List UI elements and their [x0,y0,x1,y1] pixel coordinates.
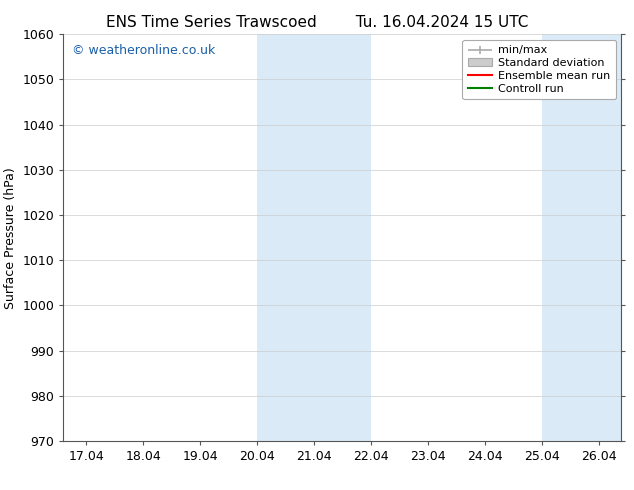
Legend: min/max, Standard deviation, Ensemble mean run, Controll run: min/max, Standard deviation, Ensemble me… [462,40,616,99]
Bar [541,34,621,441]
Text: © weatheronline.co.uk: © weatheronline.co.uk [72,45,215,57]
Y-axis label: Surface Pressure (hPa): Surface Pressure (hPa) [4,167,17,309]
Bar [257,34,371,441]
Text: ENS Time Series Trawscoed        Tu. 16.04.2024 15 UTC: ENS Time Series Trawscoed Tu. 16.04.2024… [106,15,528,30]
